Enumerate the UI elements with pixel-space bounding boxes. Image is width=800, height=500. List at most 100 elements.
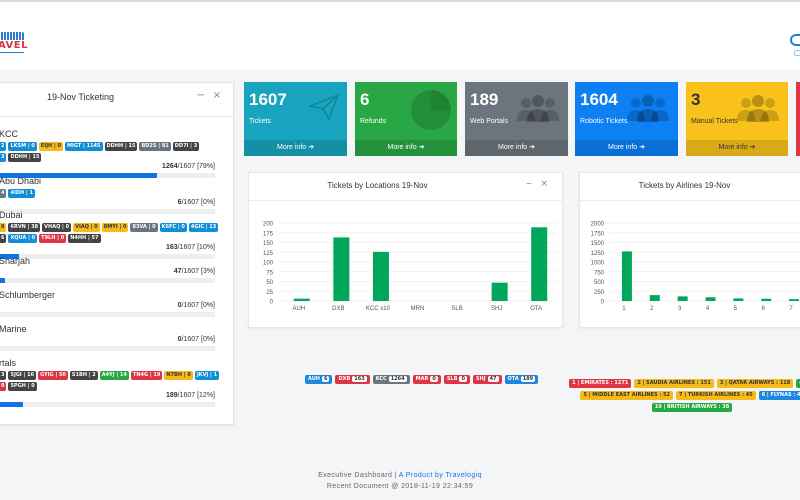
- legend-count: 47: [487, 376, 499, 382]
- info-box-refunds[interactable]: 6 Refunds More info ➔: [355, 82, 457, 156]
- y-tick-label: 100: [263, 261, 274, 267]
- bar[interactable]: [491, 282, 508, 301]
- location-stat: 189/1607 [12%]: [0, 391, 221, 401]
- stat-text: 189/1607 [12%]: [165, 392, 215, 399]
- locations-bar-chart: 0 25 50 75 100 125 150 175 200 AUH DXB KCC x10 MRN SL…: [263, 222, 556, 312]
- bar[interactable]: [789, 299, 800, 301]
- more-info-link[interactable]: More info ➔: [575, 140, 678, 156]
- legend-count: 163: [352, 376, 367, 382]
- progress-bar: [0, 254, 215, 259]
- location-item[interactable]: Marine 0/1607 [0%]: [0, 323, 221, 351]
- brand-logo[interactable]: AVEL: [0, 32, 28, 53]
- close-icon[interactable]: ×: [212, 90, 221, 101]
- legend-item[interactable]: 1 | EMIRATES : 1271: [569, 379, 632, 388]
- minimize-icon[interactable]: −: [196, 90, 205, 101]
- legend-item[interactable]: OTA 189: [504, 375, 539, 384]
- agent-badge: 83VA | 0: [130, 223, 158, 232]
- legend-item[interactable]: 7 | TURKISH AIRLINES : 45: [676, 391, 756, 400]
- info-box-label: Tickets: [249, 118, 271, 125]
- minimize-icon[interactable]: −: [526, 179, 532, 190]
- location-item[interactable]: KCC 2 LKSM | 0 EIJH | 0 MIGT | 1145 DDHH | 15…: [0, 128, 221, 178]
- info-box-partial[interactable]: [796, 82, 800, 156]
- stat-text: 1264/1607 [79%]: [162, 163, 215, 170]
- agent-badge: 4: [0, 189, 7, 198]
- bar[interactable]: [293, 298, 310, 301]
- progress-bar: [0, 209, 215, 214]
- legend-item[interactable]: 3 | QATAR AIRWAYS : 118: [716, 379, 794, 388]
- info-box-number: 1607: [249, 90, 287, 109]
- location-name: KCC: [0, 129, 19, 139]
- close-icon[interactable]: ×: [540, 179, 548, 189]
- agent-badge: 4IDH | 1: [8, 189, 35, 198]
- x-tick-label: KCC x10: [366, 306, 391, 312]
- bar[interactable]: [333, 237, 350, 301]
- location-stat: 0/1607 [0%]: [0, 335, 221, 345]
- location-item[interactable]: rtals 3 5JGI | 16 GYIG | 50 S1BH | 2 A4YJ | 1…: [0, 357, 221, 407]
- info-box-manual-tickets[interactable]: 3 Manual Tickets More info ➔: [686, 82, 788, 156]
- more-info-link[interactable]: More info ➔: [686, 140, 788, 156]
- top-border: [0, 0, 800, 2]
- more-info-link[interactable]: More info ➔: [355, 140, 457, 156]
- legend-item[interactable]: 2 | SAUDIA AIRLINES : 151: [634, 379, 714, 388]
- badge-row: 3 5JGI | 16 GYIG | 50 S1BH | 2 A4YJ | 14 TN4G…: [0, 371, 221, 380]
- agent-badge: JKVJ | 1: [194, 371, 220, 380]
- legend-item[interactable]: MAR 0: [412, 375, 441, 384]
- bar[interactable]: [372, 251, 389, 301]
- x-tick-label: AUH: [292, 306, 305, 312]
- info-box-tickets[interactable]: 1607 Tickets More info ➔: [244, 82, 347, 156]
- airlines-chart-panel: Tickets by Airlines 19-Nov 0 250 500 750 100…: [579, 172, 800, 328]
- legend-count: 0: [459, 376, 467, 382]
- legend-item[interactable]: KCC 1264: [372, 375, 410, 384]
- y-tick-label: 0: [270, 300, 274, 306]
- agent-badge: A4YJ | 14: [99, 371, 129, 380]
- progress-fill: [0, 173, 157, 178]
- bar[interactable]: [621, 251, 632, 301]
- x-tick-label: DXB: [332, 306, 344, 312]
- users-icon: [737, 95, 779, 122]
- legend-item[interactable]: SHJ 47: [472, 375, 502, 384]
- bar[interactable]: [705, 297, 716, 301]
- stat-text: 47/1607 [3%]: [173, 268, 215, 275]
- agent-badge: DDHH | 15: [104, 142, 138, 151]
- location-item[interactable]: Sharjah 47/1607 [3%]: [0, 255, 221, 283]
- legend-item[interactable]: 10 | BRITISH AIRWAYS : 38: [651, 403, 733, 412]
- progress-bar: [0, 173, 215, 178]
- bar[interactable]: [677, 296, 688, 301]
- legend-item[interactable]: AUH 6: [305, 375, 333, 384]
- info-box-number: 6: [360, 90, 370, 109]
- info-box-robotic-tickets[interactable]: 1604 Robotic Tickets More info ➔: [575, 82, 678, 156]
- location-item[interactable]: Schlumberger 0/1607 [0%]: [0, 289, 221, 317]
- legend-item[interactable]: DXB 163: [335, 375, 370, 384]
- location-name: Schlumberger: [0, 290, 56, 300]
- info-box-label: Manual Tickets: [691, 118, 738, 125]
- arrow-circle-icon: ➔: [529, 144, 535, 151]
- progress-bar: [0, 312, 215, 317]
- y-tick-label: 200: [263, 222, 274, 228]
- agent-badge: DD7I | 3: [172, 142, 200, 151]
- location-item[interactable]: Abu Dhabi 4 4IDH | 1 6/1607 [0%]: [0, 175, 221, 214]
- agent-badge: TN4G | 19: [130, 371, 163, 380]
- more-info-link[interactable]: More info ➔: [465, 140, 568, 156]
- more-info-link[interactable]: More info ➔: [244, 140, 347, 156]
- bar[interactable]: [531, 227, 548, 301]
- legend-item[interactable]: 6 | FLYNAS : 4: [758, 391, 800, 400]
- product-link[interactable]: A Product by Travelogiq: [398, 472, 482, 479]
- chart-title: Tickets by Locations 19-Nov: [327, 181, 428, 190]
- info-box-label: Robotic Tickets: [580, 118, 628, 125]
- stat-text: 0/1607 [0%]: [177, 302, 215, 309]
- agent-badge: 8MYI | 0: [101, 223, 129, 232]
- progress-fill: [0, 278, 5, 283]
- agent-badge: N7BH | 0: [164, 371, 193, 380]
- bar[interactable]: [649, 295, 660, 301]
- user-icon[interactable]: [790, 34, 800, 56]
- legend-item[interactable]: 5 | MIDDLE EAST AIRLINES : 52: [580, 391, 674, 400]
- info-box-web-portals[interactable]: 189 Web Portals More info ➔: [465, 82, 568, 156]
- bar[interactable]: [761, 298, 772, 301]
- legend-item[interactable]: 4 | B: [796, 379, 800, 388]
- stat-text: 6/1607 [0%]: [177, 199, 215, 206]
- bar[interactable]: [733, 298, 744, 301]
- badge-row: 4 4IDH | 1: [0, 189, 221, 198]
- legend-item[interactable]: SLB 0: [443, 375, 470, 384]
- x-tick-label: 4: [706, 306, 710, 312]
